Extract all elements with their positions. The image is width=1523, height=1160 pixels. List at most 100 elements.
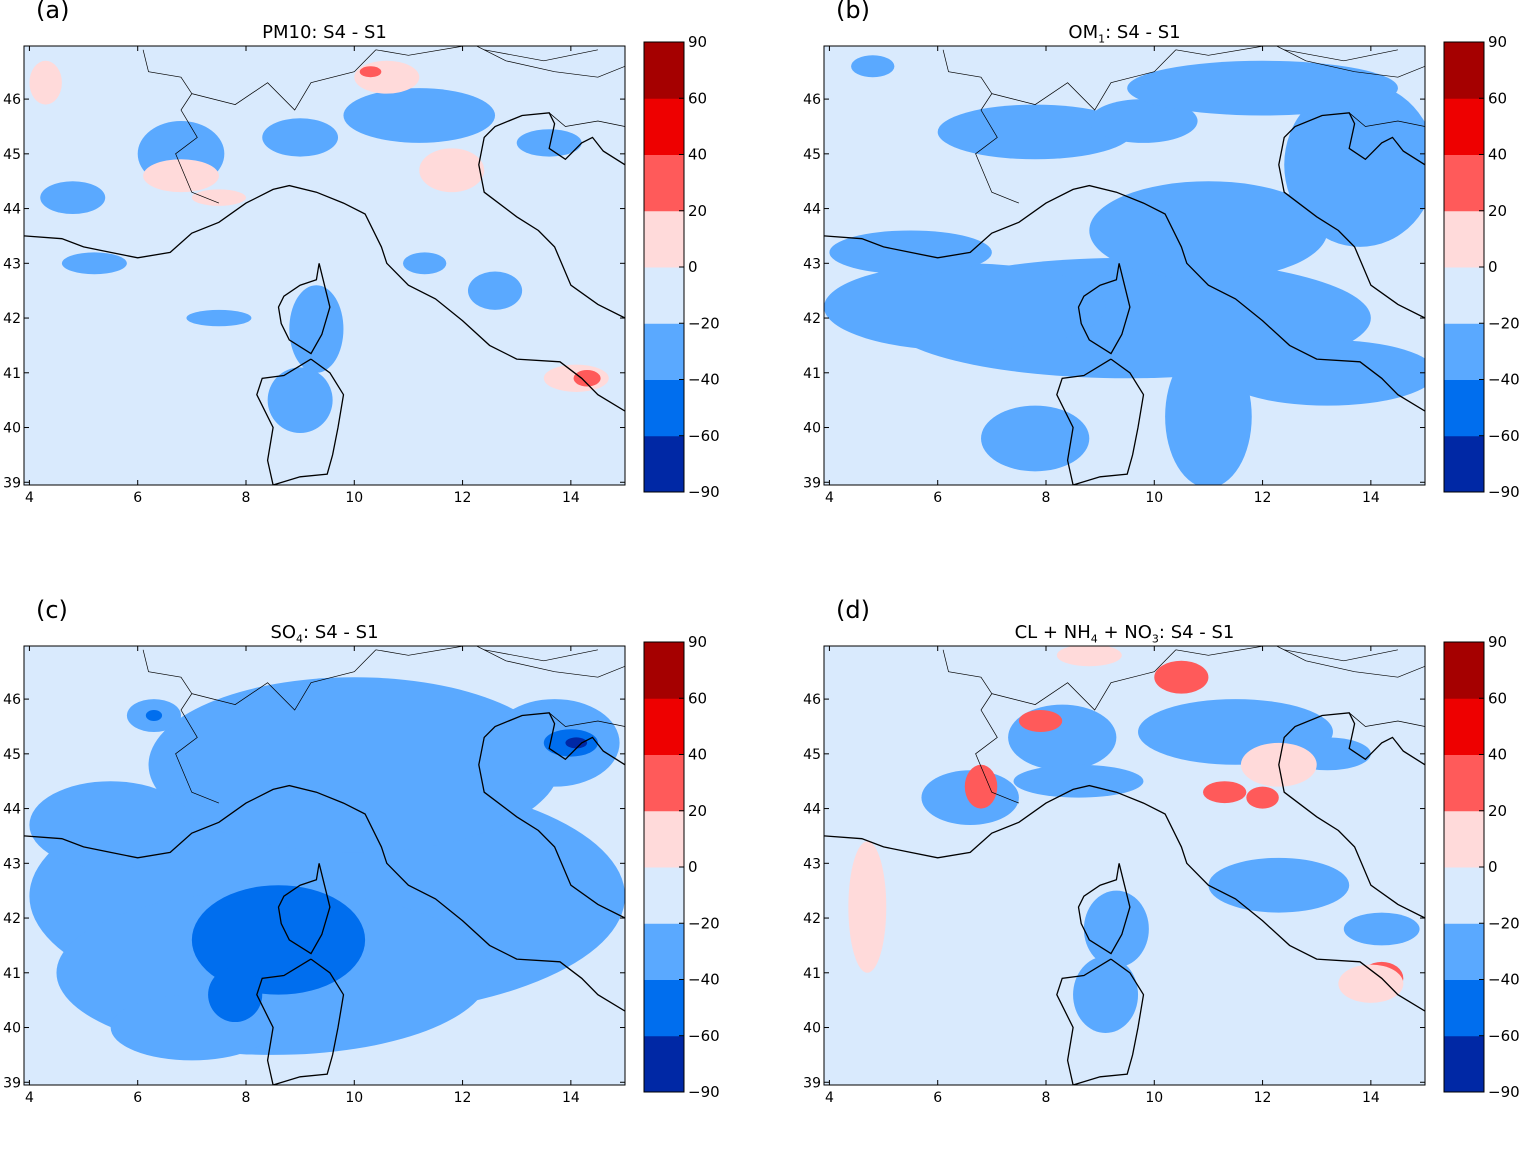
colorbar-segment: [644, 979, 684, 1037]
colorbar-segment: [1444, 210, 1484, 268]
contour-region: [824, 263, 1106, 351]
country-border: [1175, 46, 1425, 78]
contour-region: [851, 55, 895, 78]
colorbar-segment: [644, 754, 684, 812]
colorbar-tick-label: 40: [1488, 146, 1507, 164]
colorbar-segment: [644, 210, 684, 268]
colorbar-segment: [644, 267, 684, 324]
y-tick-label: 43: [3, 856, 21, 872]
colorbar-segment: [644, 98, 684, 155]
title-part: 3: [1151, 632, 1159, 646]
coastline: [24, 784, 625, 1012]
colorbar-tick-label: −40: [688, 371, 720, 389]
x-tick-label: 14: [1362, 1090, 1380, 1106]
contour-region: [1246, 786, 1279, 809]
coastline: [478, 712, 625, 919]
contour-region: [143, 159, 219, 193]
y-tick-label: 40: [803, 1021, 821, 1037]
colorbar-tick-label: 90: [688, 633, 707, 651]
contour-region: [1338, 964, 1404, 1003]
colorbar-segment: [644, 435, 684, 493]
colorbar-segment: [1444, 979, 1484, 1037]
y-tick-label: 39: [803, 1075, 821, 1091]
x-tick-label: 10: [345, 1090, 363, 1106]
y-tick-label: 44: [3, 802, 21, 818]
contour-region: [467, 271, 523, 310]
panel-title: OM1: S4 - S1: [824, 22, 1425, 46]
colorbar-tick-label: −60: [1488, 427, 1520, 445]
contour-region: [359, 66, 382, 78]
contour-region: [516, 129, 582, 157]
map-panel-d: (d) CL + NH4 + NO3: S4 - S1 4 6 8 10 12 14 39 40 4…: [800, 596, 1523, 1160]
colorbar-segment: [644, 154, 684, 212]
y-tick-label: 41: [3, 966, 21, 982]
colorbar-segment: [644, 867, 684, 924]
map-plot: 4 6 8 10 12 143940414243444546906040200−20−40…: [803, 33, 1520, 506]
plot-frame: [823, 45, 1426, 486]
colorbar: 90 60 40 20 0 −20 −40 −60 −90: [643, 33, 720, 501]
colorbar-tick-label: 0: [688, 258, 698, 276]
colorbar-segment: [644, 42, 684, 99]
country-border: [1348, 112, 1425, 127]
country-border: [548, 712, 625, 727]
colorbar-tick-label: 40: [688, 746, 707, 764]
colorbar-tick-label: −20: [688, 914, 720, 932]
contour-region: [565, 737, 588, 749]
x-tick-label: 6: [133, 1090, 142, 1106]
country-border: [991, 649, 1177, 711]
contour-region: [186, 309, 252, 327]
contour-region: [1083, 890, 1149, 968]
contour-region: [1203, 781, 1247, 804]
y-tick-label: 46: [3, 692, 21, 708]
x-tick-label: 4: [825, 1090, 834, 1106]
colorbar-tick-label: 20: [688, 802, 707, 820]
colorbar-tick-label: 40: [1488, 746, 1507, 764]
title-part: : S4 - S1: [1105, 22, 1181, 43]
y-tick-label: 45: [3, 747, 21, 763]
x-tick-label: 4: [825, 490, 834, 506]
y-tick-label: 46: [3, 92, 21, 108]
map-plot: 4 6 8 10 12 143940414243444546906040200−20−40…: [3, 33, 720, 506]
panel-title: SO4: S4 - S1: [24, 622, 625, 646]
coastline: [1278, 112, 1425, 319]
colorbar-segment: [1444, 923, 1484, 980]
y-tick-label: 39: [3, 1075, 21, 1091]
colorbar-tick-label: −20: [688, 314, 720, 332]
colorbar-segment: [644, 923, 684, 980]
contour-region: [29, 60, 62, 105]
y-tick-label: 41: [803, 966, 821, 982]
colorbar-segment: [1444, 698, 1484, 755]
panel-label: (a): [36, 0, 70, 24]
country-border: [1348, 712, 1425, 727]
contour-region: [1284, 82, 1425, 247]
contour-region: [262, 118, 339, 157]
country-border: [1284, 649, 1398, 662]
colorbar-tick-label: −60: [688, 1027, 720, 1045]
colorbar-segment: [1444, 154, 1484, 212]
coastline: [24, 184, 625, 412]
y-tick-label: 44: [803, 802, 821, 818]
colorbar-segment: [644, 379, 684, 437]
y-tick-label: 42: [803, 311, 821, 327]
x-tick-label: 6: [133, 490, 142, 506]
contour-region: [191, 189, 246, 206]
colorbar-tick-label: 60: [1488, 89, 1507, 107]
contour-region: [29, 781, 192, 869]
contour-region: [289, 285, 344, 373]
colorbar-tick-label: 0: [1488, 258, 1498, 276]
y-tick-label: 43: [803, 256, 821, 272]
x-tick-label: 4: [25, 1090, 34, 1106]
contour-region: [145, 710, 163, 721]
map-panel-b: (b) OM1: S4 - S1 4 6 8 10 12 14 39 40 41 42 43 44 45 46…: [800, 0, 1523, 560]
colorbar-tick-label: −40: [1488, 371, 1520, 389]
colorbar-tick-label: −40: [688, 971, 720, 989]
country-border: [142, 49, 220, 204]
x-tick-label: 8: [1042, 1090, 1051, 1106]
plot-frame: [23, 45, 626, 486]
colorbar-tick-label: 90: [1488, 633, 1507, 651]
title-part: + NO: [1097, 622, 1152, 643]
country-border: [1175, 646, 1425, 678]
plot-frame: [823, 645, 1426, 1086]
coastline: [277, 863, 331, 955]
title-part: 1: [1098, 32, 1106, 46]
